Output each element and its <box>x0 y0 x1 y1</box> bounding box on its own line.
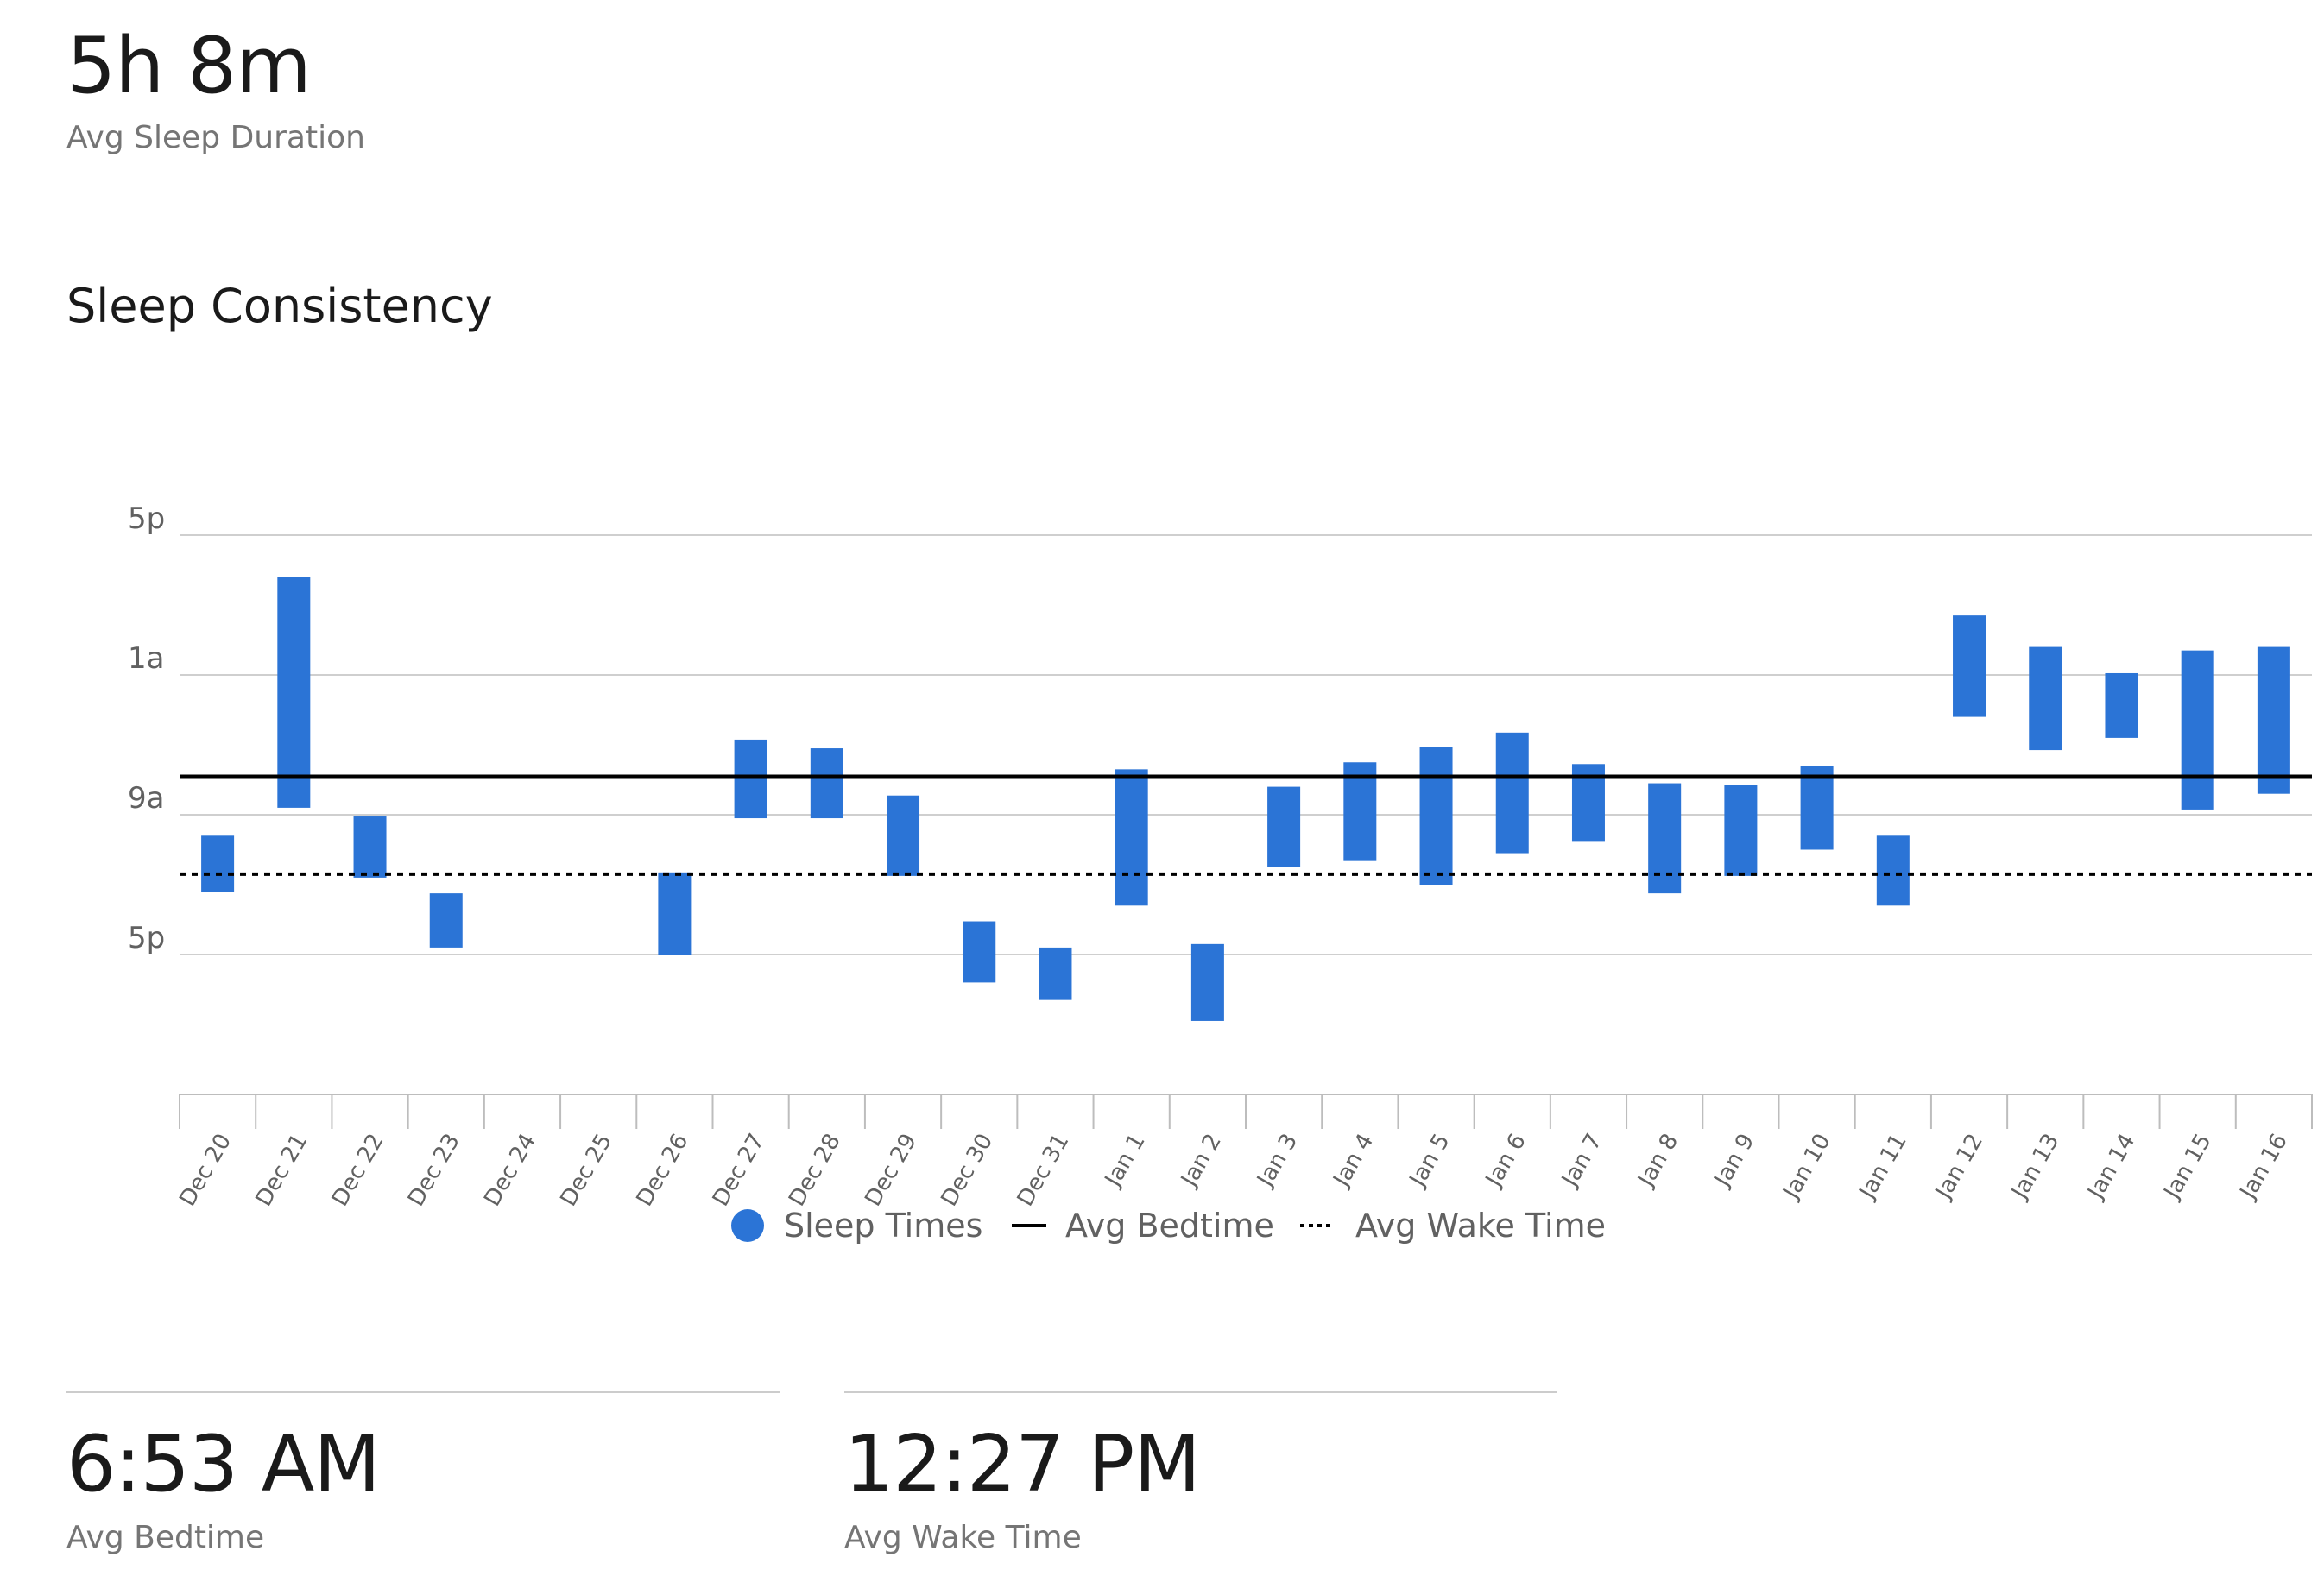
grid-lines <box>180 534 2312 955</box>
sleep-bar <box>887 795 920 876</box>
sleep-bar <box>277 577 311 808</box>
x-tick-label: Dec 24 <box>479 1130 541 1211</box>
legend-sleep-times-marker <box>731 1209 764 1242</box>
y-tick-label: 9a <box>128 781 164 816</box>
y-tick-label: 5p <box>128 501 165 536</box>
legend-avg-bedtime-label: Avg Bedtime <box>1065 1207 1274 1245</box>
x-tick-label: Dec 21 <box>251 1130 313 1211</box>
x-tick-label: Jan 11 <box>1854 1130 1912 1205</box>
sleep-bar <box>1267 786 1301 867</box>
sleep-bar <box>658 872 692 955</box>
x-tick-label: Jan 3 <box>1252 1130 1303 1193</box>
sleep-bar <box>1876 835 1910 906</box>
avg-wake-time-label: Avg Wake Time <box>844 1520 1082 1555</box>
sleep-bar <box>1800 766 1834 850</box>
x-tick-label: Dec 20 <box>174 1130 237 1211</box>
sleep-bar <box>2181 650 2214 810</box>
sleep-bar <box>1190 943 1224 1021</box>
x-tick-label: Jan 13 <box>2006 1130 2065 1205</box>
x-tick-label: Jan 1 <box>1099 1130 1150 1193</box>
sleep-bar <box>1953 615 1986 717</box>
stat-divider-right <box>844 1391 1557 1393</box>
x-tick-label: Dec 30 <box>936 1130 998 1211</box>
chart-title: Sleep Consistency <box>66 279 493 333</box>
average-lines <box>180 774 2312 876</box>
avg-sleep-duration-label: Avg Sleep Duration <box>66 120 365 155</box>
avg-bedtime-value: 6:53 AM <box>66 1419 381 1510</box>
x-tick-label: Dec 31 <box>1013 1130 1075 1211</box>
sleep-bar <box>1039 947 1072 1000</box>
x-tick-label: Dec 29 <box>860 1130 922 1211</box>
sleep-bar <box>353 816 387 878</box>
sleep-bar <box>201 835 235 892</box>
legend-sleep-times-label: Sleep Times <box>784 1207 982 1245</box>
x-tick-label: Jan 4 <box>1328 1130 1379 1193</box>
y-axis-ticks: 5p 1a 9a 5p <box>128 501 165 955</box>
sleep-bar <box>2257 646 2290 794</box>
x-tick-label: Dec 26 <box>632 1130 694 1211</box>
x-tick-label: Dec 28 <box>784 1130 846 1211</box>
sleep-bars <box>201 577 2290 1021</box>
x-tick-label: Dec 22 <box>327 1130 389 1211</box>
x-tick-label: Jan 9 <box>1708 1130 1759 1193</box>
x-tick-label: Dec 27 <box>708 1130 770 1211</box>
sleep-bar <box>963 921 996 983</box>
x-tick-label: Jan 14 <box>2082 1130 2141 1205</box>
y-tick-label: 5p <box>128 921 165 955</box>
sleep-bar <box>2105 672 2138 738</box>
avg-bedtime-label: Avg Bedtime <box>66 1520 265 1555</box>
legend-avg-wake-label: Avg Wake Time <box>1355 1207 1606 1245</box>
sleep-bar <box>429 893 463 948</box>
x-tick-label: Dec 23 <box>403 1130 465 1211</box>
y-tick-label: 1a <box>128 641 164 676</box>
x-tick-label: Jan 16 <box>2234 1130 2293 1205</box>
sleep-bar <box>1115 769 1148 906</box>
sleep-bar <box>1419 747 1453 885</box>
sleep-bar <box>2029 646 2062 751</box>
x-tick-label: Jan 8 <box>1632 1130 1683 1193</box>
x-tick-label: Jan 6 <box>1480 1130 1531 1193</box>
sleep-bar <box>810 748 843 819</box>
stat-divider-left <box>66 1391 780 1393</box>
x-tick-label: Jan 2 <box>1176 1130 1227 1193</box>
legend: Sleep Times Avg Bedtime Avg Wake Time <box>731 1207 1606 1245</box>
x-axis: Dec 20 Dec 21 Dec 22 Dec 23 Dec 24 Dec 25 Dec … <box>174 1094 2313 1211</box>
sleep-bar <box>734 739 767 819</box>
x-tick-label: Dec 25 <box>555 1130 617 1211</box>
sleep-bar <box>1495 732 1529 854</box>
x-tick-label: Jan 12 <box>1929 1130 1988 1205</box>
sleep-bar <box>1724 785 1758 876</box>
sleep-bar <box>1343 762 1377 861</box>
sleep-bar <box>1648 783 1682 894</box>
avg-wake-time-value: 12:27 PM <box>844 1419 1201 1510</box>
avg-sleep-duration-value: 5h 8m <box>66 21 312 111</box>
x-tick-label: Jan 15 <box>2158 1130 2217 1205</box>
x-tick-label: Jan 5 <box>1404 1130 1455 1193</box>
x-tick-label: Jan 7 <box>1557 1130 1607 1193</box>
x-tick-label: Jan 10 <box>1778 1130 1836 1205</box>
